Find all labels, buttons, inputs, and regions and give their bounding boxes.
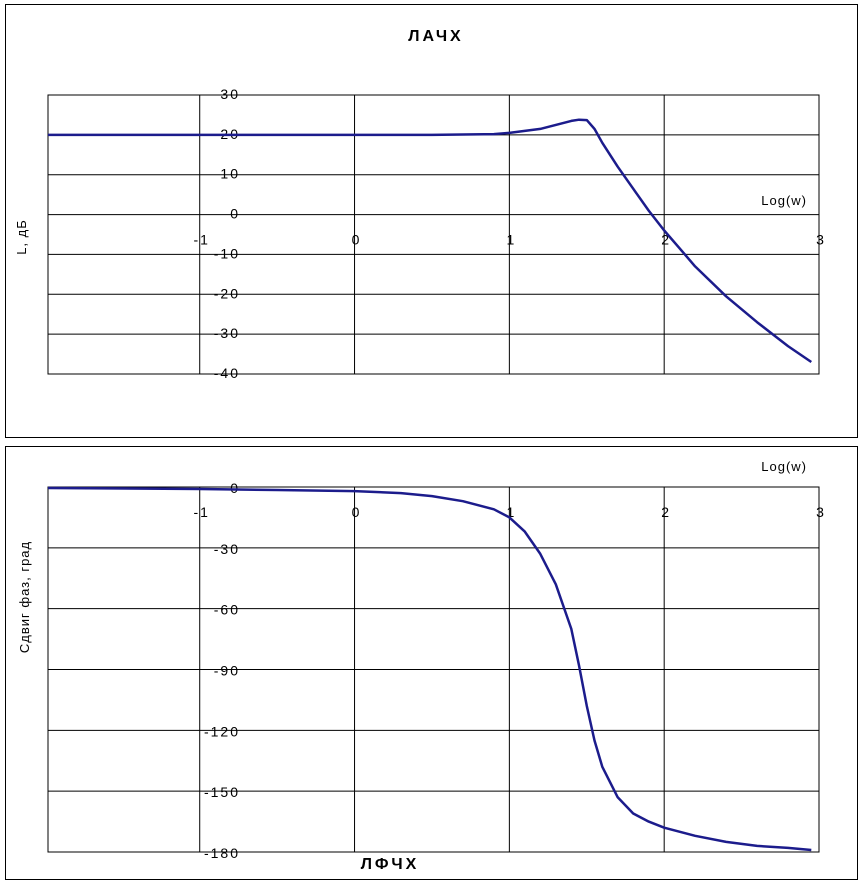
amp-y-tick-label: 30: [220, 86, 240, 102]
phase-y-tick-label: -60: [214, 602, 240, 618]
phase-y-tick-label: -30: [214, 541, 240, 557]
amp-plot-area: [47, 94, 820, 375]
phase-x-tick-label: 2: [661, 504, 671, 520]
amp-y-axis-label: L, дБ: [14, 219, 29, 255]
amp-y-tick-label: -20: [214, 285, 240, 301]
phase-y-tick-label: 0: [230, 480, 240, 496]
phase-chart-panel: 0 -30 -60 -90 -120 -150 -180 -1 0 1 2 3 ЛФЧХ Log(w) Сд…: [5, 446, 858, 880]
amp-y-tick-label: -30: [214, 325, 240, 341]
amp-y-tick-label: -10: [214, 245, 240, 261]
amp-x-tick-label: 2: [661, 232, 671, 248]
amp-chart-title: ЛАЧХ: [408, 28, 463, 45]
phase-x-axis-label: Log(w): [761, 459, 807, 474]
amp-x-tick-label: 1: [506, 232, 516, 248]
phase-x-tick-label: 0: [352, 504, 362, 520]
amp-y-tick-label: -40: [214, 365, 240, 381]
phase-x-tick-label: 3: [816, 504, 826, 520]
phase-y-tick-label: -180: [204, 845, 240, 861]
phase-plot-area: [47, 486, 820, 853]
phase-chart: 0 -30 -60 -90 -120 -150 -180 -1 0 1 2 3 ЛФЧХ Log(w) Сд…: [17, 459, 826, 873]
phase-x-tick-label: -1: [193, 504, 209, 520]
amp-y-tick-label: 10: [220, 166, 240, 182]
phase-y-tick-label: -150: [204, 784, 240, 800]
phase-x-tick-label: 1: [506, 504, 516, 520]
amp-series-line: [48, 118, 813, 364]
phase-y-axis-label: Сдвиг фаз, град: [17, 541, 32, 653]
phase-y-tick-label: -120: [204, 723, 240, 739]
phase-y-tick-label: -90: [214, 663, 240, 679]
amp-x-tick-label: 3: [816, 232, 826, 248]
phase-series-line: [47, 486, 812, 852]
amplitude-chart-panel: 30 20 10 0 -10 -20 -30 -40 -1 0 1 2 3 ЛАЧХ Log(w) L, дБ: [5, 4, 858, 438]
amp-y-tick-label: 0: [230, 206, 240, 222]
phase-chart-title: ЛФЧХ: [361, 856, 420, 873]
amp-x-tick-label: 0: [352, 232, 362, 248]
amp-x-axis-label: Log(w): [761, 193, 807, 208]
amp-x-tick-label: -1: [193, 232, 209, 248]
